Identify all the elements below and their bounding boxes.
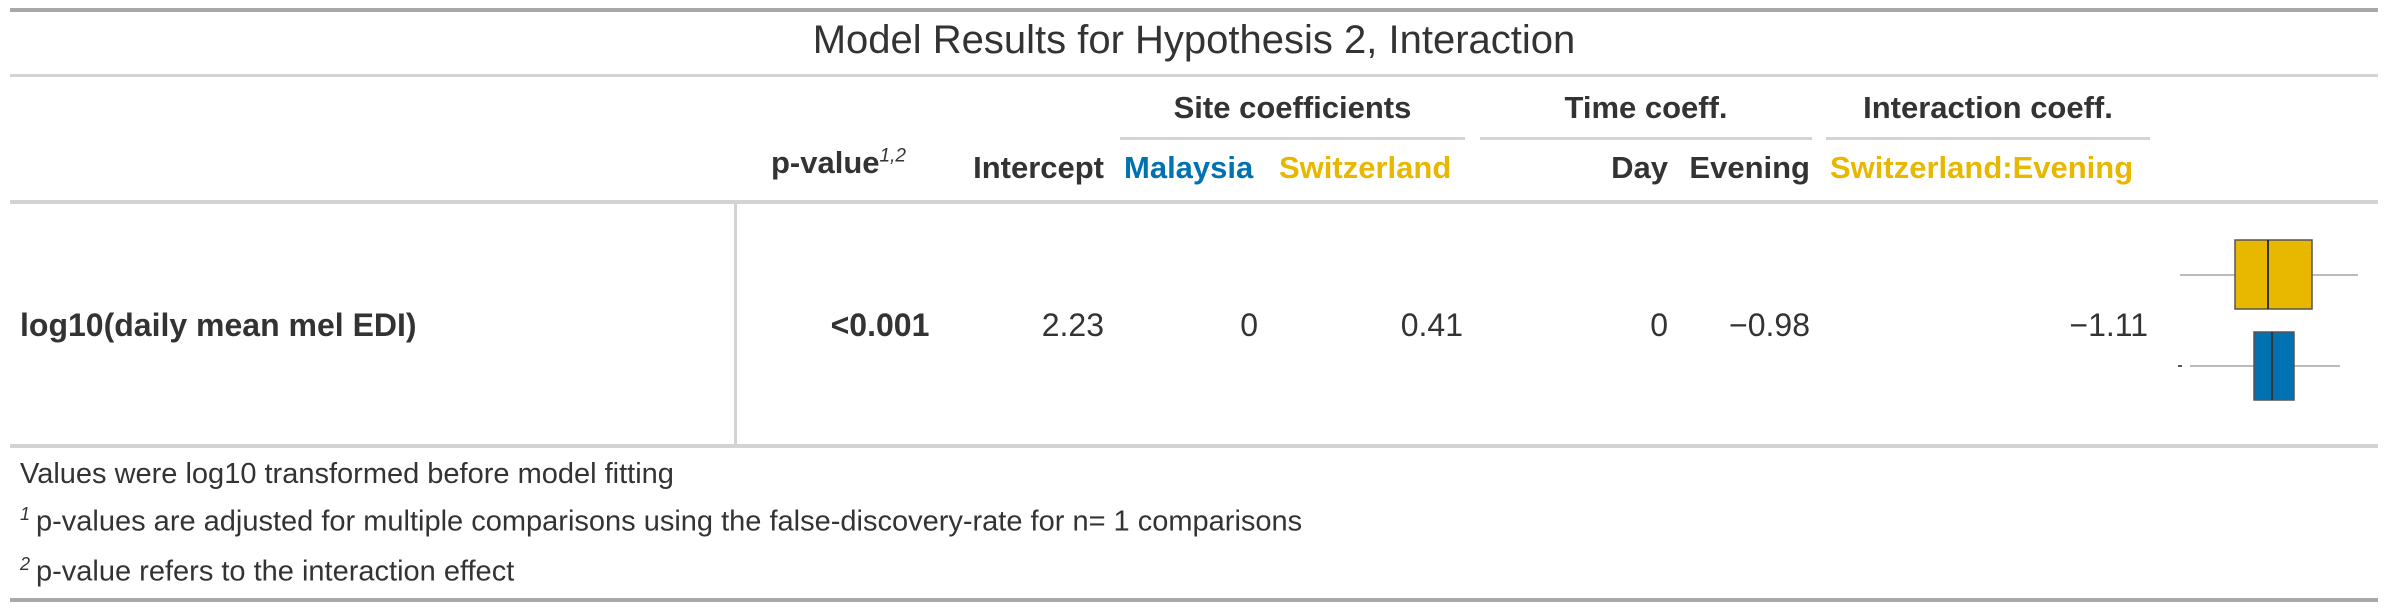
footnote-1-text: p-values are adjusted for multiple compa… <box>36 505 1303 538</box>
col-header-pvalue: p-value1,2 <box>771 145 906 181</box>
boxplot-switzerland <box>2180 239 2358 310</box>
cell-intercept: 2.23 <box>1041 307 1104 343</box>
cell-day: 0 <box>1650 307 1668 343</box>
spanner-interaction-line <box>1826 137 2150 140</box>
spanner-site-line <box>1120 137 1465 140</box>
col-header-pvalue-marks: 1,2 <box>879 145 906 167</box>
spanner-time-line <box>1480 137 1812 140</box>
body-rule <box>10 444 2378 448</box>
cell-malaysia: 0 <box>1240 307 1258 343</box>
col-header-evening: Evening <box>1689 150 1810 185</box>
cell-interaction: −1.11 <box>2069 307 2148 343</box>
cell-pvalue: <0.001 <box>830 307 930 343</box>
footnote-1-mark: 1 <box>20 504 31 524</box>
top-rule <box>10 8 2378 12</box>
cell-switzerland: 0.41 <box>1400 307 1463 343</box>
stub-divider <box>734 204 737 444</box>
boxplot-malaysia <box>2178 331 2340 401</box>
footnote-2: 2 p-value refers to the interaction effec… <box>20 554 514 589</box>
col-header-switzerland: Switzerland <box>1279 150 1452 185</box>
col-header-pvalue-label: p-value <box>771 145 880 180</box>
title-rule <box>10 74 2378 77</box>
header-rule <box>10 200 2378 204</box>
source-note: Values were log10 transformed before mod… <box>20 458 674 490</box>
col-header-malaysia: Malaysia <box>1124 150 1254 185</box>
footnote-2-mark: 2 <box>20 554 31 574</box>
footnote-1: 1 p-values are adjusted for multiple comp… <box>20 504 1302 539</box>
cell-evening: −0.98 <box>1729 307 1810 343</box>
footnote-2-text: p-value refers to the interaction effect <box>36 555 515 588</box>
spanner-interaction: Interaction coeff. <box>1863 90 2113 125</box>
col-header-day: Day <box>1611 150 1668 185</box>
col-header-intercept: Intercept <box>973 150 1104 185</box>
col-header-interaction: Switzerland:Evening <box>1830 150 2134 185</box>
bottom-rule <box>10 598 2378 602</box>
boxplot-sparkline <box>2178 239 2358 401</box>
table-title: Model Results for Hypothesis 2, Interact… <box>812 18 1576 62</box>
row-label: log10(daily mean mel EDI) <box>20 307 417 343</box>
spanner-site: Site coefficients <box>1173 90 1412 125</box>
spanner-time: Time coeff. <box>1564 90 1728 125</box>
